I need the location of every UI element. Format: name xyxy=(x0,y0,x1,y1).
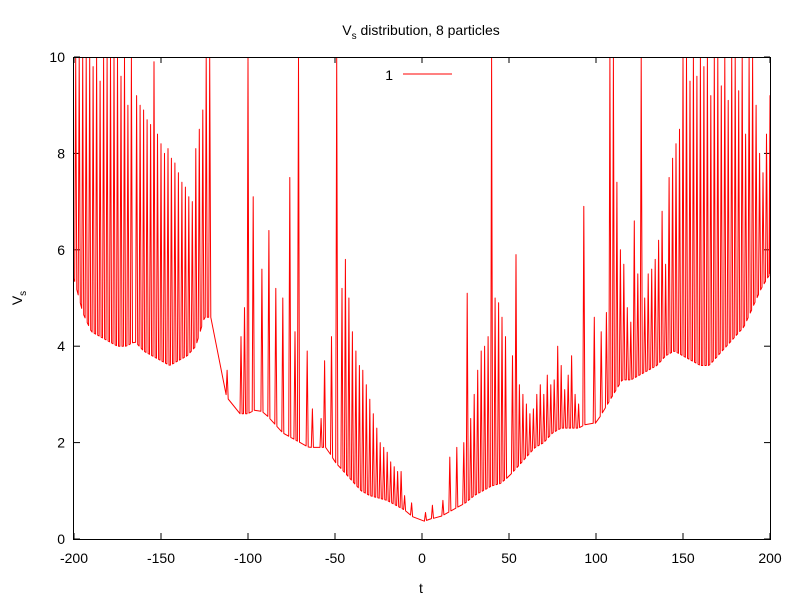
y-tick-label: 0 xyxy=(57,531,65,547)
y-tick-label: 2 xyxy=(57,435,65,451)
axis-ticks: -200 -150 -100 -50 0 50 100 150 200 0 2 4 6 8 10 xyxy=(49,49,781,566)
x-tick-label: -100 xyxy=(234,550,262,566)
series-line-1 xyxy=(73,57,771,522)
x-tick-label: 200 xyxy=(758,550,782,566)
x-tick-label: -200 xyxy=(60,550,88,566)
plot-frame xyxy=(73,57,771,540)
x-tick-label: 0 xyxy=(418,550,426,566)
y-tick-label: 10 xyxy=(49,49,65,65)
chart-title: Vs distribution, 8 particles xyxy=(342,22,500,42)
x-tick-label: -150 xyxy=(147,550,175,566)
legend: 1 xyxy=(385,67,452,83)
x-tick-label: -50 xyxy=(325,550,345,566)
x-tick-label: 150 xyxy=(671,550,695,566)
y-tick-label: 6 xyxy=(57,242,65,258)
y-tick-label: 8 xyxy=(57,145,65,161)
y-tick-label: 4 xyxy=(57,338,65,354)
x-tick-label: 100 xyxy=(584,550,608,566)
y-axis-label: Vs xyxy=(9,291,29,305)
x-tick-label: 50 xyxy=(501,550,517,566)
x-axis-label: t xyxy=(419,580,423,596)
legend-label: 1 xyxy=(385,67,393,83)
series-layer xyxy=(73,57,771,522)
